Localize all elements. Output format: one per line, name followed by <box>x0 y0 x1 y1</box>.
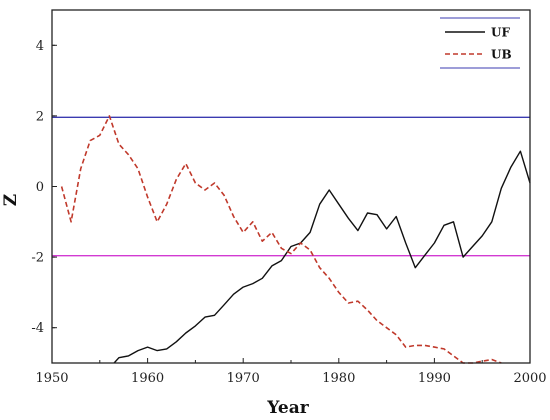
series-ub-line <box>60 115 502 364</box>
reference-lines <box>52 116 530 257</box>
legend-label-ub: UB <box>491 48 512 62</box>
x-tick-label: 1990 <box>418 371 451 386</box>
x-tick-label: 1970 <box>227 371 260 386</box>
series-layer <box>60 115 531 364</box>
y-tick-label: 0 <box>36 180 44 195</box>
legend-label-uf: UF <box>491 26 510 40</box>
plot-frame <box>51 9 531 364</box>
x-axis-title: Year <box>266 398 309 418</box>
x-tick-label: 1960 <box>131 371 164 386</box>
x-tick-label: 1980 <box>322 371 355 386</box>
y-tick-label: -4 <box>31 321 44 336</box>
y-tick-label: 2 <box>36 109 44 124</box>
x-tick-label: 2000 <box>513 371 546 386</box>
series-uf-line <box>113 150 531 364</box>
legend: UF UB <box>440 17 520 69</box>
y-tick-label: 4 <box>36 39 44 54</box>
y-axis-title: Z <box>1 194 21 206</box>
y-axis-ticks: -4 -2 0 2 4 <box>31 39 57 336</box>
y-tick-label: -2 <box>31 251 44 266</box>
x-tick-label: 1950 <box>35 371 68 386</box>
x-axis-ticks: 1950 1960 1970 1980 1990 2000 <box>35 358 547 386</box>
